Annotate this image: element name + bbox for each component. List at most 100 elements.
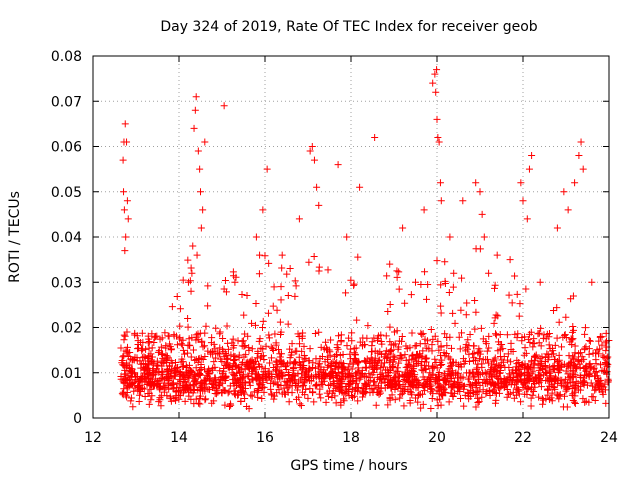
data-point (429, 79, 437, 87)
data-point (144, 390, 152, 398)
data-point (500, 379, 508, 387)
data-point (263, 165, 271, 173)
data-point (265, 331, 273, 339)
data-point (292, 358, 300, 366)
data-point (472, 179, 480, 187)
data-point (595, 337, 603, 345)
data-point (498, 356, 506, 364)
tick-labels: 12 14 16 18 20 22 24 0 0.01 0.02 0.03 0.04 0.05 0.06 0… (51, 49, 618, 446)
data-point (384, 354, 392, 362)
data-point (402, 356, 410, 364)
data-point (575, 350, 583, 358)
data-point (192, 93, 200, 101)
data-point (506, 390, 514, 398)
data-point (270, 283, 278, 291)
data-point (240, 342, 248, 350)
data-point (229, 335, 237, 343)
data-point (437, 197, 445, 205)
data-point (273, 389, 281, 397)
data-point (333, 383, 341, 391)
data-point (168, 303, 176, 311)
data-point (473, 368, 481, 376)
data-point (216, 350, 224, 358)
data-point (289, 363, 297, 371)
data-point (530, 378, 538, 386)
data-point (493, 251, 501, 259)
data-point (327, 362, 335, 370)
data-point (598, 341, 606, 349)
data-point (208, 334, 216, 342)
data-point (191, 106, 199, 114)
data-point (403, 345, 411, 353)
data-point (317, 394, 325, 402)
data-point (530, 360, 538, 368)
data-point (144, 370, 152, 378)
data-point (293, 395, 301, 403)
data-point (391, 373, 399, 381)
data-point (155, 347, 163, 355)
data-point (490, 356, 498, 364)
data-point (305, 258, 313, 266)
data-point (320, 345, 328, 353)
data-point (372, 401, 380, 409)
data-point (433, 115, 441, 123)
data-point (292, 380, 300, 388)
data-point (408, 376, 416, 384)
data-point (292, 282, 300, 290)
data-point (353, 368, 361, 376)
data-point (489, 388, 497, 396)
data-point (572, 384, 580, 392)
data-point (370, 334, 378, 342)
data-point (506, 370, 514, 378)
data-point (441, 330, 449, 338)
data-point (418, 331, 426, 339)
data-point (123, 382, 131, 390)
data-point (471, 325, 479, 333)
data-point (477, 324, 485, 332)
data-point (145, 361, 153, 369)
data-point (437, 401, 445, 409)
data-point (256, 251, 264, 259)
data-point (562, 313, 570, 321)
data-point (202, 322, 210, 330)
data-point (184, 349, 192, 357)
data-point (551, 355, 559, 363)
data-point (154, 348, 162, 356)
data-point (423, 376, 431, 384)
data-point (401, 299, 409, 307)
data-point (412, 278, 419, 286)
data-point (410, 361, 418, 369)
data-point (507, 358, 515, 366)
data-point (390, 341, 398, 349)
data-point (133, 345, 141, 353)
data-point (261, 365, 269, 373)
data-point (391, 386, 399, 394)
data-point (148, 392, 156, 400)
data-point (376, 376, 384, 384)
data-point (332, 384, 340, 392)
data-point (311, 330, 319, 338)
data-point (265, 373, 273, 381)
data-point (385, 358, 393, 366)
data-point (258, 363, 266, 371)
data-point (406, 396, 414, 404)
data-point (155, 398, 163, 406)
data-point (252, 299, 260, 307)
data-point (142, 345, 150, 353)
data-point (188, 269, 196, 277)
data-point (193, 378, 201, 386)
data-point (532, 354, 540, 362)
data-point (120, 352, 128, 360)
data-point (521, 344, 529, 352)
data-point (357, 373, 365, 381)
data-point (530, 388, 538, 396)
data-point (568, 336, 576, 344)
data-point (246, 358, 254, 366)
data-point (496, 363, 504, 371)
data-point (581, 398, 589, 406)
data-point (585, 336, 593, 344)
data-point (137, 339, 145, 347)
data-point (395, 343, 403, 351)
data-point (504, 350, 512, 358)
data-point (354, 387, 362, 395)
